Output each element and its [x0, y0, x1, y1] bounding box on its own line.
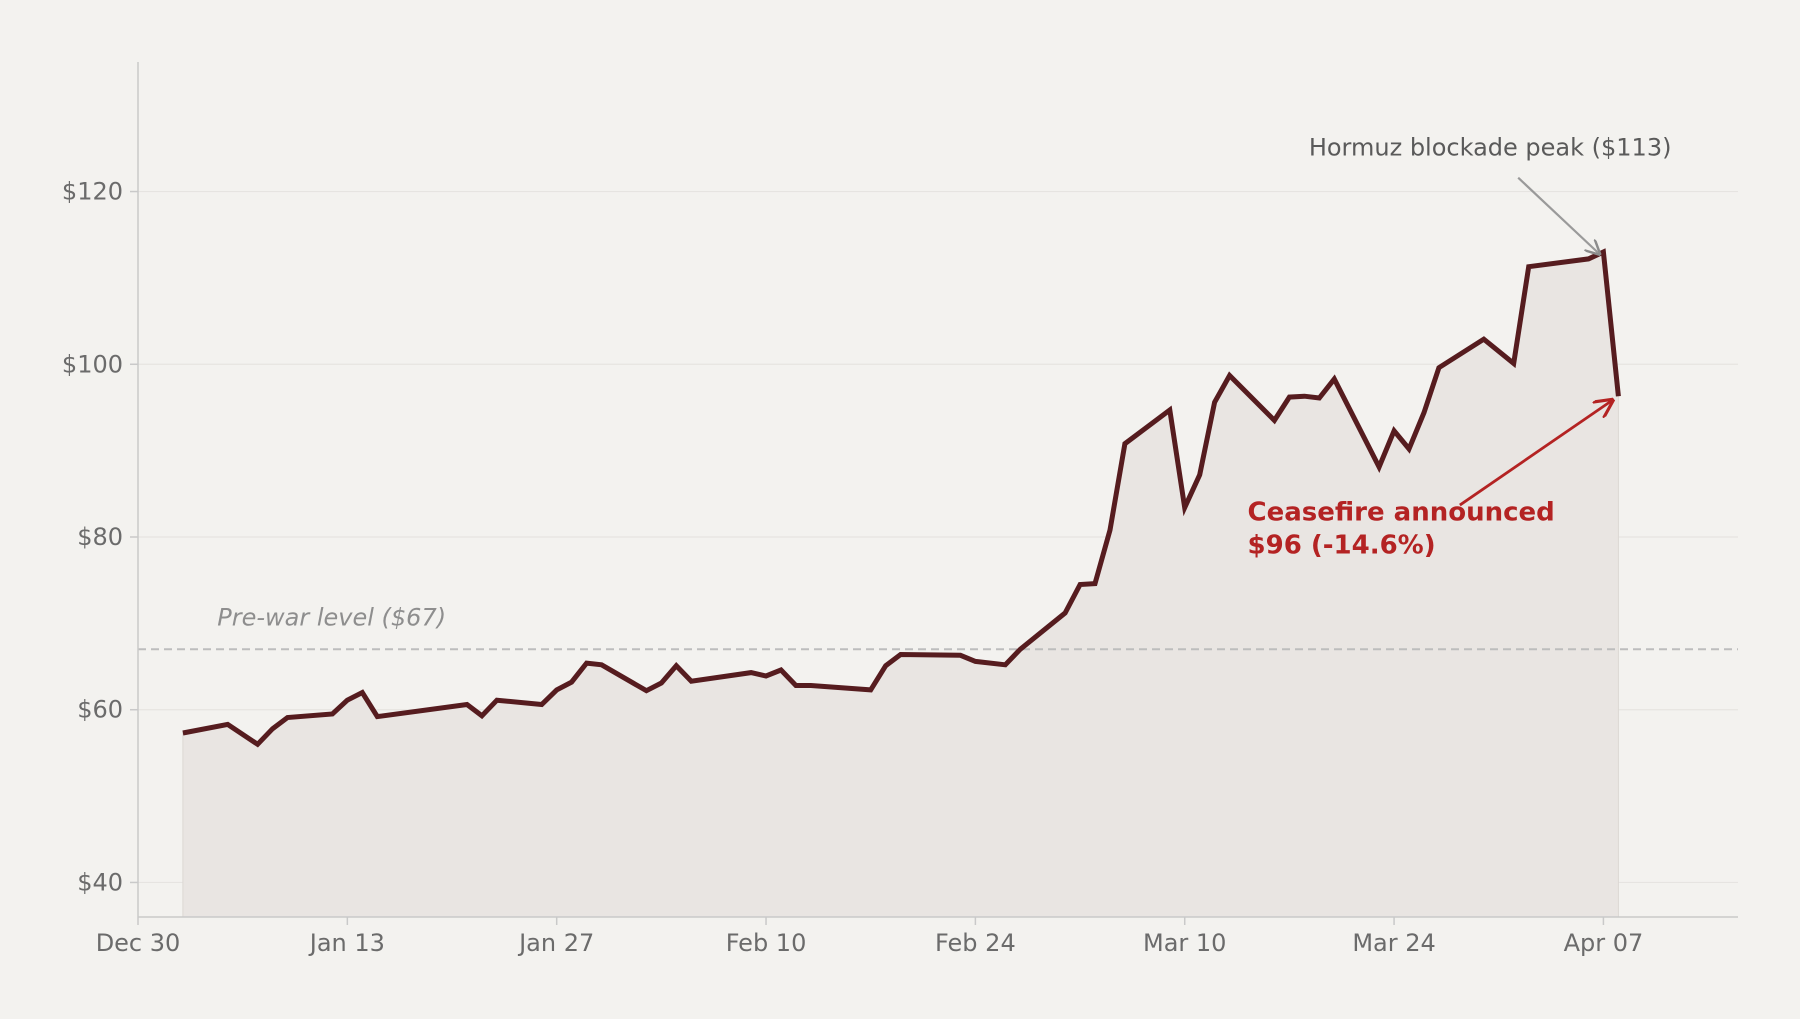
data-point	[585, 661, 589, 665]
x-tick-label: Mar 10	[1143, 929, 1226, 957]
data-point	[1063, 611, 1067, 615]
data-point	[375, 715, 379, 719]
data-point	[749, 671, 753, 675]
data-point	[540, 703, 544, 707]
data-point	[1422, 411, 1426, 415]
y-tick-label: $40	[77, 868, 123, 896]
data-point	[794, 684, 798, 688]
data-point	[779, 668, 783, 672]
data-point	[869, 688, 873, 692]
data-point	[1317, 396, 1321, 400]
data-point	[1018, 647, 1022, 651]
data-point	[330, 712, 334, 716]
data-point	[659, 681, 663, 685]
y-ticks: $40 $60 $80 $100 $120	[62, 178, 138, 896]
data-point	[1392, 429, 1396, 433]
pre-war-label: Pre-war level ($67)	[217, 603, 446, 631]
data-point	[1228, 374, 1232, 378]
data-point	[1093, 582, 1097, 586]
data-point	[1078, 583, 1082, 587]
data-point	[1601, 250, 1605, 254]
data-point	[286, 716, 290, 720]
data-point	[1108, 528, 1112, 532]
data-point	[256, 742, 260, 746]
data-point	[226, 722, 230, 726]
x-ticks: Dec 30 Jan 13 Jan 27 Feb 10 Feb 24 Mar 10 Mar …	[96, 917, 1644, 957]
data-point	[1482, 337, 1486, 341]
data-point	[1213, 400, 1217, 404]
y-tick-label: $60	[77, 696, 123, 724]
data-point	[1377, 465, 1381, 469]
y-tick-label: $100	[62, 350, 123, 378]
data-point	[644, 689, 648, 693]
ceasefire-annotation-value: $96 (-14.6%)	[1248, 530, 1436, 560]
data-point	[480, 714, 484, 718]
data-point	[899, 652, 903, 656]
data-point	[689, 679, 693, 683]
x-tick-label: Apr 07	[1564, 929, 1644, 957]
data-point	[1407, 447, 1411, 451]
data-point	[1616, 394, 1620, 398]
data-point	[1302, 394, 1306, 398]
data-point	[1003, 663, 1007, 667]
data-point	[1332, 377, 1336, 381]
x-tick-label: Mar 24	[1352, 929, 1435, 957]
x-tick-label: Jan 13	[308, 929, 385, 957]
data-point	[600, 663, 604, 667]
price-line	[182, 248, 1621, 748]
data-point	[1198, 473, 1202, 477]
y-tick-label: $120	[62, 178, 123, 206]
x-tick-label: Dec 30	[96, 929, 181, 957]
data-point	[1168, 408, 1172, 412]
data-point	[495, 698, 499, 702]
x-tick-label: Feb 24	[935, 929, 1016, 957]
data-point	[1123, 442, 1127, 446]
data-point	[1586, 257, 1590, 261]
data-point	[465, 703, 469, 707]
data-point	[674, 664, 678, 668]
data-point	[555, 688, 559, 692]
data-point	[1512, 361, 1516, 365]
peak-annotation-label: Hormuz blockade peak ($113)	[1309, 133, 1672, 161]
data-point	[973, 659, 977, 663]
ceasefire-annotation-title: Ceasefire announced	[1248, 498, 1555, 528]
data-point	[958, 653, 962, 657]
x-tick-label: Feb 10	[726, 929, 807, 957]
data-point	[1437, 366, 1441, 370]
data-point	[570, 680, 574, 684]
price-area	[182, 251, 1619, 918]
data-point	[764, 674, 768, 678]
data-point	[360, 690, 364, 694]
data-point	[1527, 265, 1531, 269]
data-point	[1287, 395, 1291, 399]
peak-annotation-arrow	[1517, 176, 1599, 254]
data-point	[181, 731, 185, 735]
data-point	[1183, 506, 1187, 510]
data-point	[271, 727, 275, 731]
data-point	[809, 684, 813, 688]
x-tick-label: Jan 27	[517, 929, 594, 957]
data-point	[884, 664, 888, 668]
y-tick-label: $80	[77, 523, 123, 551]
data-point	[1272, 418, 1276, 422]
ceasefire-annotation-arrow	[1459, 400, 1613, 507]
data-point	[345, 698, 349, 702]
